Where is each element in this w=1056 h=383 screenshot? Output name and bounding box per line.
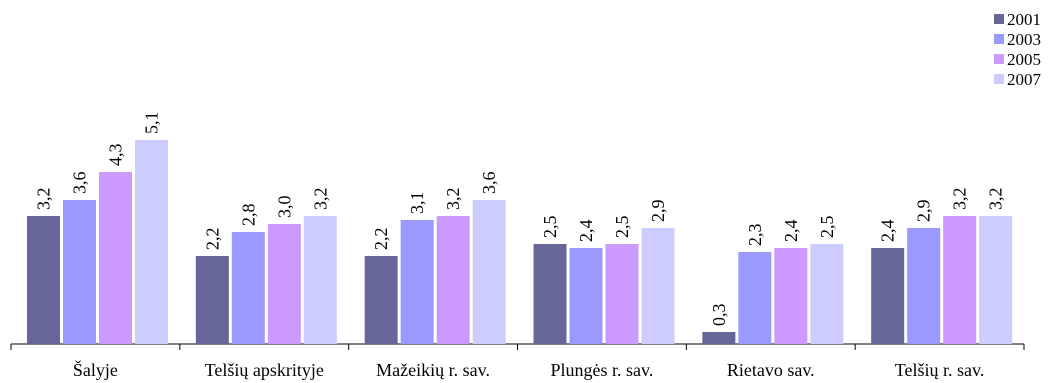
bar-2005-2 xyxy=(436,216,470,344)
data-label: 3,2 xyxy=(950,188,970,211)
category-label: Telšių apskrityje xyxy=(205,360,324,380)
data-label: 3,0 xyxy=(274,196,294,219)
data-label: 2,9 xyxy=(914,200,934,223)
legend-label: 2007 xyxy=(1007,70,1042,89)
bar-2007-4 xyxy=(810,244,844,344)
data-label: 2,3 xyxy=(745,224,765,247)
data-label: 2,9 xyxy=(648,200,668,223)
data-label: 3,2 xyxy=(34,188,54,211)
bar-2001-0 xyxy=(27,216,60,344)
bar-2003-5 xyxy=(907,228,941,344)
legend-swatch-2005 xyxy=(994,54,1004,64)
bar-2005-4 xyxy=(774,248,808,344)
data-label: 0,3 xyxy=(709,304,729,327)
bar-2001-2 xyxy=(364,256,398,344)
category-label: Šalyje xyxy=(73,359,118,380)
legend-swatch-2003 xyxy=(994,34,1004,44)
category-label: Telšių r. sav. xyxy=(895,360,985,380)
bar-2005-3 xyxy=(605,244,639,344)
data-label: 2,4 xyxy=(781,220,801,243)
bar-2007-2 xyxy=(472,200,506,344)
data-labels-group: 3,2 3,6 4,3 5,1 2,2 2,8 3,0 3,2 2,2 3,1 3,2 3,6 2,5 2… xyxy=(34,112,1006,327)
legend-label: 2003 xyxy=(1007,30,1041,49)
data-label: 2,2 xyxy=(202,228,222,251)
data-label: 2,4 xyxy=(878,220,898,243)
category-label: Mažeikių r. sav. xyxy=(376,360,490,380)
data-label: 3,1 xyxy=(407,192,427,215)
data-label: 3,2 xyxy=(443,188,463,211)
data-label: 4,3 xyxy=(106,144,126,167)
bar-2005-5 xyxy=(943,216,977,344)
bar-2001-1 xyxy=(195,256,229,344)
data-label: 2,8 xyxy=(238,204,258,226)
legend-swatch-2001 xyxy=(994,14,1004,24)
bar-2003-4 xyxy=(738,252,772,344)
category-label: Rietavo sav. xyxy=(727,360,815,380)
data-label: 3,2 xyxy=(986,187,1006,210)
data-label: 2,2 xyxy=(371,228,391,251)
legend-label: 2001 xyxy=(1007,10,1041,29)
data-label: 2,4 xyxy=(576,220,596,243)
bar-2003-1 xyxy=(231,232,265,344)
bar-2003-2 xyxy=(400,220,434,344)
bar-2003-0 xyxy=(63,200,96,344)
bar-2005-0 xyxy=(99,172,132,344)
data-label: 5,1 xyxy=(142,112,162,135)
bar-2007-5 xyxy=(979,216,1013,344)
data-label: 2,5 xyxy=(540,216,560,239)
bar-2007-0 xyxy=(135,140,168,344)
data-label: 3,6 xyxy=(70,172,90,195)
data-label: 2,5 xyxy=(817,216,837,239)
bar-2005-1 xyxy=(267,224,301,344)
bar-2007-3 xyxy=(641,228,675,344)
category-labels-group: Šalyje Telšių apskrityje Mažeikių r. sav. P… xyxy=(73,359,984,380)
x-axis xyxy=(10,343,1025,350)
bar-series-group xyxy=(27,140,1013,344)
data-label: 2,5 xyxy=(612,216,632,239)
bar-2003-3 xyxy=(569,248,603,344)
bar-2001-4 xyxy=(702,332,736,344)
bar-2007-1 xyxy=(303,216,337,344)
category-label: Plungės r. sav. xyxy=(550,360,653,380)
legend-label: 2005 xyxy=(1007,50,1041,69)
legend-swatch-2007 xyxy=(994,74,1004,84)
data-label: 3,6 xyxy=(479,172,499,194)
data-label: 3,2 xyxy=(310,188,330,211)
bar-2001-3 xyxy=(533,244,567,344)
bar-2001-5 xyxy=(871,248,905,344)
